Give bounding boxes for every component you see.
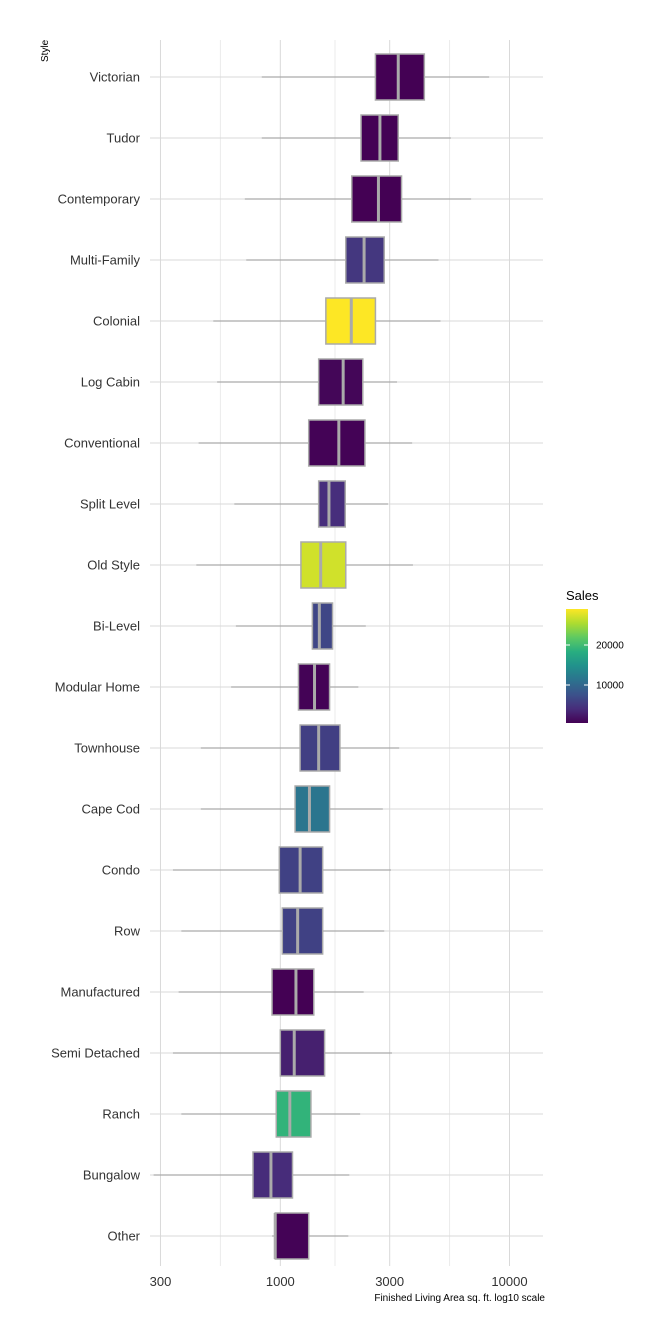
legend-colorbar	[566, 609, 588, 723]
y-tick-label: Other	[107, 1229, 140, 1244]
y-tick-label: Modular Home	[55, 680, 140, 695]
box-conventional	[198, 419, 413, 467]
legend: Sales 10000 20000	[566, 588, 624, 723]
box-body	[307, 419, 366, 467]
y-tick-label: Condo	[102, 863, 140, 878]
y-tick-label: Conventional	[64, 436, 140, 451]
box-semi-detached	[172, 1029, 392, 1077]
y-tick-label: Colonial	[93, 314, 140, 329]
box-body	[252, 1151, 294, 1199]
y-tick-label: Ranch	[102, 1107, 140, 1122]
box-colonial	[213, 297, 441, 345]
grid-lines	[150, 40, 543, 1266]
box-split-level	[234, 480, 389, 528]
y-tick-label: Bungalow	[83, 1168, 141, 1183]
y-tick-label: Cape Cod	[81, 802, 140, 817]
box-body	[351, 175, 403, 223]
y-tick-label: Split Level	[80, 497, 140, 512]
box-log-cabin	[217, 358, 398, 406]
box-row	[181, 907, 385, 955]
y-tick-label: Old Style	[87, 558, 140, 573]
x-axis-title: Finished Living Area sq. ft. log10 scale	[374, 1293, 545, 1304]
box-body	[294, 785, 331, 833]
x-tick-label: 1000	[266, 1274, 295, 1289]
box-contemporary	[244, 175, 472, 223]
box-other	[272, 1212, 349, 1260]
y-tick-label: Tudor	[107, 131, 141, 146]
x-tick-labels: 300 1000 3000 10000	[150, 1274, 528, 1289]
box-cape-cod	[200, 785, 383, 833]
y-tick-label: Manufactured	[61, 985, 141, 1000]
box-multi-family	[246, 236, 439, 284]
legend-title: Sales	[566, 588, 599, 603]
legend-ticks: 10000 20000	[566, 641, 624, 692]
legend-tick-label: 10000	[596, 681, 624, 692]
box-townhouse	[200, 724, 400, 772]
box-ranch	[181, 1090, 361, 1138]
box-body	[281, 907, 324, 955]
boxes-layer	[153, 53, 490, 1260]
box-tudor	[261, 114, 451, 162]
x-tick-label: 300	[150, 1274, 172, 1289]
box-body	[311, 602, 334, 650]
y-tick-label: Multi-Family	[70, 253, 141, 268]
y-tick-label: Semi Detached	[51, 1046, 140, 1061]
box-body	[317, 358, 364, 406]
box-body	[279, 1029, 326, 1077]
box-body	[374, 53, 426, 101]
y-tick-label: Row	[114, 924, 141, 939]
y-tick-label: Townhouse	[74, 741, 140, 756]
y-tick-labels: Victorian Tudor Contemporary Multi-Family Co…	[51, 70, 141, 1244]
y-axis-title: Style	[40, 39, 51, 62]
box-body	[317, 480, 347, 528]
x-tick-label: 3000	[375, 1274, 404, 1289]
y-tick-label: Contemporary	[58, 192, 141, 207]
y-tick-label: Bi-Level	[93, 619, 140, 634]
box-body	[275, 1090, 312, 1138]
box-bi-level	[235, 602, 366, 650]
box-manufactured	[178, 968, 364, 1016]
y-tick-label: Log Cabin	[81, 375, 140, 390]
box-bungalow	[153, 1151, 350, 1199]
box-modular-home	[231, 663, 359, 711]
box-condo	[172, 846, 391, 894]
box-victorian	[261, 53, 490, 101]
box-body	[300, 541, 347, 589]
legend-tick-label: 20000	[596, 641, 624, 652]
x-tick-label: 10000	[491, 1274, 527, 1289]
y-tick-label: Victorian	[90, 70, 140, 85]
box-body	[274, 1212, 310, 1260]
box-body	[271, 968, 315, 1016]
box-old-style	[196, 541, 413, 589]
